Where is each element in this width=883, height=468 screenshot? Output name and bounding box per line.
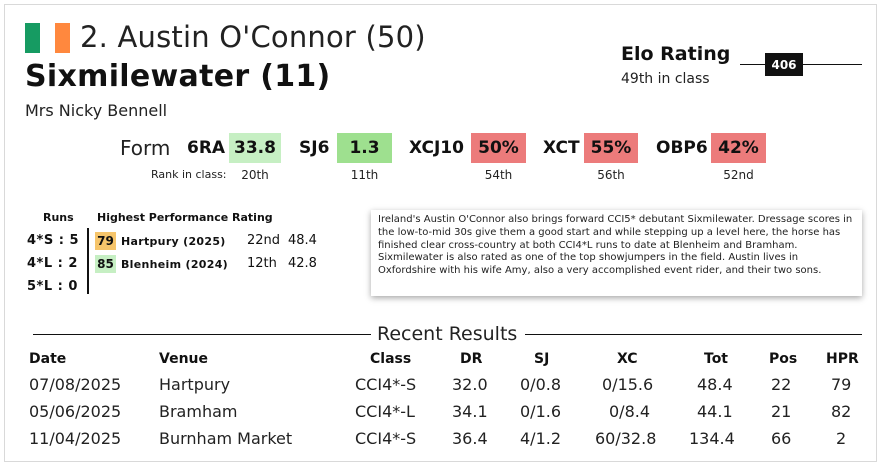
runs-count: 5*L : 0	[27, 279, 78, 294]
result-date: 05/06/2025	[29, 402, 122, 421]
runs-count: 4*L : 2	[27, 256, 78, 271]
col-header-class: Class	[370, 351, 412, 367]
owner-name: Mrs Nicky Bennell	[25, 101, 168, 120]
col-header-hpr: HPR	[826, 351, 859, 367]
col-header-xc: XC	[617, 351, 638, 367]
flag-white-stripe	[40, 23, 55, 53]
result-class: CCI4*-L	[355, 402, 415, 421]
recent-results-title: Recent Results	[377, 323, 518, 345]
result-date: 07/08/2025	[29, 375, 122, 394]
form-metric-value: 33.8	[229, 133, 281, 163]
form-metric-name: SJ6	[299, 138, 330, 158]
hpr-total: 42.8	[288, 256, 317, 271]
result-xc: 0/15.6	[602, 375, 654, 394]
form-metric-name: 6RA	[187, 138, 226, 158]
ireland-flag-icon	[25, 23, 70, 53]
form-metric-rank: 54th	[484, 168, 513, 182]
col-header-pos: Pos	[769, 351, 798, 367]
runs-count: 4*S : 5	[27, 233, 80, 248]
result-sj: 4/1.2	[520, 429, 562, 448]
results-divider-right	[525, 334, 862, 335]
form-metric-rank: 52nd	[723, 168, 754, 182]
result-tot: 48.4	[697, 375, 733, 394]
result-class: CCI4*-S	[355, 375, 417, 394]
result-hpr: 82	[831, 402, 852, 421]
result-dr: 32.0	[452, 375, 488, 394]
result-date: 11/04/2025	[29, 429, 122, 448]
col-header-tot: Tot	[704, 351, 729, 367]
result-dr: 36.4	[452, 429, 488, 448]
col-header-sj: SJ	[534, 351, 550, 367]
rank-in-class-label: Rank in class:	[151, 168, 227, 181]
hpr-position: 12th	[247, 256, 277, 271]
hpr-position: 22nd	[247, 233, 281, 248]
result-xc: 0/8.4	[609, 402, 651, 421]
result-venue: Burnham Market	[159, 429, 293, 448]
col-header-date: Date	[29, 351, 67, 367]
flag-green-stripe	[25, 23, 40, 53]
flag-orange-stripe	[55, 23, 70, 53]
result-class: CCI4*-S	[355, 429, 417, 448]
result-tot: 134.4	[689, 429, 735, 448]
col-header-dr: DR	[460, 351, 483, 367]
runs-header: Runs	[43, 211, 74, 224]
runs-divider	[87, 228, 89, 294]
form-metric-value: 55%	[584, 133, 638, 163]
form-metric-name: XCT	[543, 138, 580, 158]
result-dr: 34.1	[452, 402, 488, 421]
hpr-total: 48.4	[288, 233, 317, 248]
hpr-event: Blenheim (2024)	[121, 258, 228, 271]
rider-title: 2. Austin O'Connor (50)	[80, 20, 426, 54]
rider-blurb: Ireland's Austin O'Connor also brings fo…	[371, 210, 862, 296]
form-metric-rank: 11th	[350, 168, 379, 182]
hpr-score-badge: 85	[95, 255, 116, 273]
hpr-event: Hartpury (2025)	[121, 235, 226, 248]
result-hpr: 2	[836, 429, 847, 448]
result-sj: 0/0.8	[520, 375, 562, 394]
result-venue: Bramham	[159, 402, 238, 421]
hpr-header: Highest Performance Rating	[97, 211, 273, 224]
elo-class-rank: 49th in class	[621, 71, 710, 87]
horse-name: Sixmilewater (11)	[25, 59, 331, 94]
result-pos: 22	[771, 375, 792, 394]
result-tot: 44.1	[697, 402, 733, 421]
result-xc: 60/32.8	[595, 429, 657, 448]
result-hpr: 79	[831, 375, 852, 394]
elo-rating-badge: 406	[765, 53, 803, 76]
result-pos: 66	[771, 429, 792, 448]
form-metric-value: 42%	[711, 133, 766, 163]
col-header-venue: Venue	[159, 351, 208, 367]
result-sj: 0/1.6	[520, 402, 562, 421]
form-metric-name: XCJ10	[409, 138, 464, 158]
form-metric-value: 50%	[471, 133, 526, 163]
form-metric-name: OBP6	[656, 138, 708, 158]
hpr-score-badge: 79	[95, 232, 116, 250]
form-metric-value: 1.3	[337, 133, 392, 163]
form-label: Form	[120, 136, 171, 160]
form-metric-rank: 56th	[597, 168, 625, 182]
elo-label: Elo Rating	[621, 43, 731, 65]
rider-card: 2. Austin O'Connor (50) Sixmilewater (11…	[4, 4, 877, 462]
result-venue: Hartpury	[159, 375, 231, 394]
results-divider-left	[33, 334, 371, 335]
form-metric-rank: 20th	[241, 168, 269, 182]
result-pos: 21	[771, 402, 792, 421]
